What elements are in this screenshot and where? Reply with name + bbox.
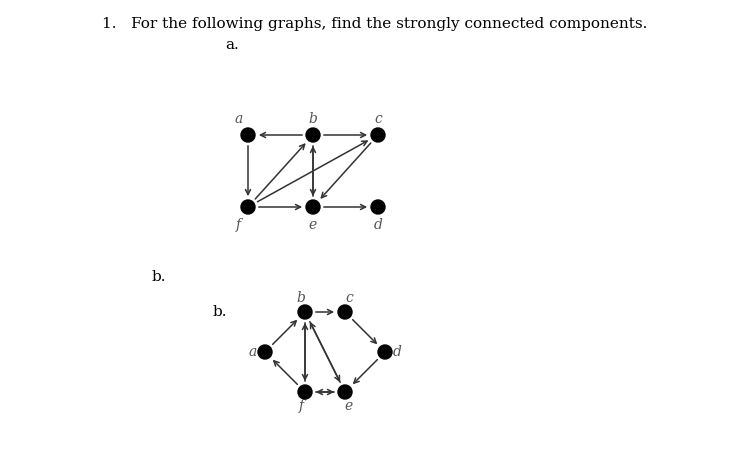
Circle shape xyxy=(258,345,272,359)
Text: a.: a. xyxy=(225,38,239,52)
Text: a: a xyxy=(249,345,257,359)
Text: b: b xyxy=(308,112,317,126)
Text: c: c xyxy=(374,112,382,126)
Text: b: b xyxy=(296,291,305,304)
Text: 1.   For the following graphs, find the strongly connected components.: 1. For the following graphs, find the st… xyxy=(102,17,648,31)
Circle shape xyxy=(371,200,385,214)
Circle shape xyxy=(371,128,385,142)
Circle shape xyxy=(306,200,320,214)
Text: e: e xyxy=(345,400,353,413)
Circle shape xyxy=(378,345,392,359)
Circle shape xyxy=(241,128,255,142)
Circle shape xyxy=(306,128,320,142)
Circle shape xyxy=(338,385,352,399)
Text: a: a xyxy=(234,112,242,126)
Circle shape xyxy=(241,200,255,214)
Text: c: c xyxy=(345,291,352,304)
Text: b.: b. xyxy=(152,270,166,284)
Text: f: f xyxy=(236,218,241,232)
Text: d: d xyxy=(374,218,382,232)
Circle shape xyxy=(298,305,312,319)
Text: b.: b. xyxy=(213,305,227,319)
Circle shape xyxy=(338,305,352,319)
Text: f: f xyxy=(298,400,304,413)
Circle shape xyxy=(298,385,312,399)
Text: e: e xyxy=(309,218,317,232)
Text: d: d xyxy=(392,345,401,359)
